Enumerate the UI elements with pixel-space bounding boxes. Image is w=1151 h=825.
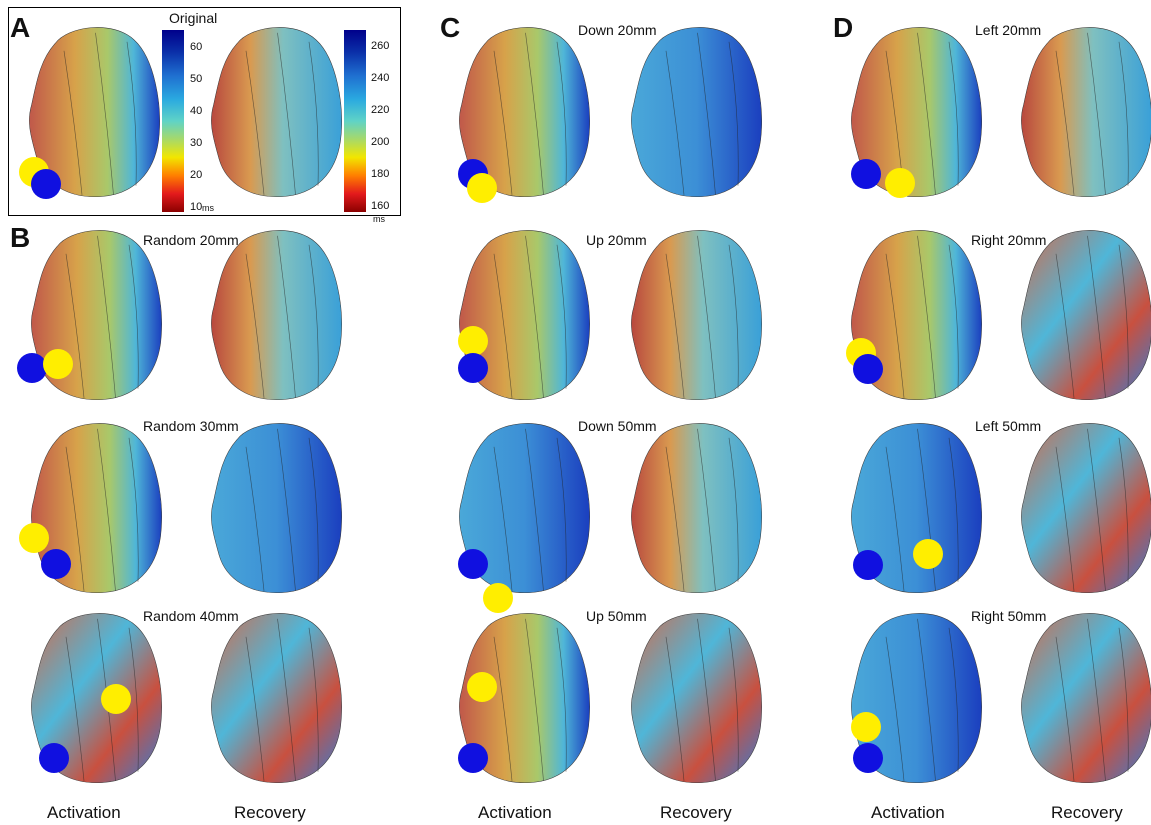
yellow-marker-icon	[43, 349, 73, 379]
yellow-marker-icon	[483, 583, 513, 613]
heart-left20-recovery	[1021, 27, 1151, 197]
panel-c-letter: C	[440, 12, 461, 43]
heart-up20-activation	[459, 230, 590, 400]
heart-up20-recovery	[631, 230, 762, 400]
heart-up50-recovery	[631, 613, 762, 783]
panel-d-letter: D	[833, 12, 854, 43]
heart-right20-recovery	[1021, 230, 1151, 400]
column-label-recovery-d: Recovery	[1051, 803, 1123, 822]
heart-right50-activation	[851, 613, 982, 783]
label-up-50mm: Up 50mm	[586, 608, 647, 624]
yellow-marker-icon	[467, 672, 497, 702]
heart-right20-activation	[851, 230, 982, 400]
recovery-colorbar-tick: 180	[371, 168, 390, 180]
yellow-marker-icon	[885, 168, 915, 198]
activation-colorbar-tick: 60	[190, 41, 203, 53]
heart-random30-recovery	[211, 423, 342, 593]
label-right-20mm: Right 20mm	[971, 232, 1047, 248]
activation-colorbar-tick: 50	[190, 73, 203, 85]
heart-random20-activation	[31, 230, 162, 400]
label-random-30mm: Random 30mm	[143, 418, 239, 434]
heart-left20-activation	[851, 27, 982, 197]
recovery-colorbar-tick: 220	[371, 104, 390, 116]
blue-marker-icon	[39, 743, 69, 773]
activation-colorbar-tick: 20	[190, 169, 203, 181]
blue-marker-icon	[31, 169, 61, 199]
heart-left50-recovery	[1021, 423, 1151, 593]
label-random-20mm: Random 20mm	[143, 232, 239, 248]
heart-right50-recovery	[1021, 613, 1151, 783]
recovery-colorbar-tick: 260	[371, 40, 390, 52]
recovery-colorbar-tick: 240	[371, 72, 390, 84]
blue-marker-icon	[458, 353, 488, 383]
column-label-activation-c: Activation	[478, 803, 552, 822]
yellow-marker-icon	[101, 684, 131, 714]
activation-colorbar-tick: 30	[190, 137, 203, 149]
column-label-activation-b: Activation	[47, 803, 121, 822]
activation-colorbar-tick: 40	[190, 105, 203, 117]
heart-random40-recovery	[211, 613, 342, 783]
yellow-marker-icon	[458, 326, 488, 356]
blue-marker-icon	[853, 354, 883, 384]
yellow-marker-icon	[19, 523, 49, 553]
heart-up50-activation	[459, 613, 590, 783]
panel-a-title: Original	[169, 10, 218, 26]
panel-a-letter: A	[10, 12, 31, 43]
heart-random20-recovery	[211, 230, 342, 400]
label-random-40mm: Random 40mm	[143, 608, 239, 624]
blue-marker-icon	[41, 549, 71, 579]
heart-original-recovery	[211, 27, 342, 197]
yellow-marker-icon	[851, 712, 881, 742]
label-up-20mm: Up 20mm	[586, 232, 647, 248]
yellow-marker-icon	[913, 539, 943, 569]
yellow-marker-icon	[467, 173, 497, 203]
recovery-colorbar-tick: 160	[371, 200, 390, 212]
label-down-50mm: Down 50mm	[578, 418, 657, 434]
heart-left50-activation	[851, 423, 982, 593]
blue-marker-icon	[17, 353, 47, 383]
recovery-colorbar	[344, 30, 366, 212]
blue-marker-icon	[851, 159, 881, 189]
column-label-activation-d: Activation	[871, 803, 945, 822]
column-label-recovery-c: Recovery	[660, 803, 732, 822]
heart-original-activation	[29, 27, 160, 197]
recovery-colorbar-tick: 200	[371, 136, 390, 148]
label-left-50mm: Left 50mm	[975, 418, 1042, 434]
activation-colorbar-unit: ms	[202, 203, 214, 213]
panel-a-frame	[8, 7, 401, 216]
blue-marker-icon	[458, 549, 488, 579]
panel-b-letter: B	[10, 222, 31, 253]
blue-marker-icon	[458, 743, 488, 773]
heart-down50-activation	[459, 423, 590, 593]
heart-random30-activation	[31, 423, 162, 593]
recovery-colorbar-unit: ms	[373, 214, 385, 224]
blue-marker-icon	[853, 743, 883, 773]
heart-down20-activation	[459, 27, 590, 197]
activation-colorbar-tick: 10	[190, 201, 203, 213]
label-down-20mm: Down 20mm	[578, 22, 657, 38]
label-right-50mm: Right 50mm	[971, 608, 1047, 624]
heart-down50-recovery	[631, 423, 762, 593]
blue-marker-icon	[853, 550, 883, 580]
label-left-20mm: Left 20mm	[975, 22, 1042, 38]
activation-colorbar	[162, 30, 184, 212]
column-label-recovery-b: Recovery	[234, 803, 306, 822]
heart-down20-recovery	[631, 27, 762, 197]
